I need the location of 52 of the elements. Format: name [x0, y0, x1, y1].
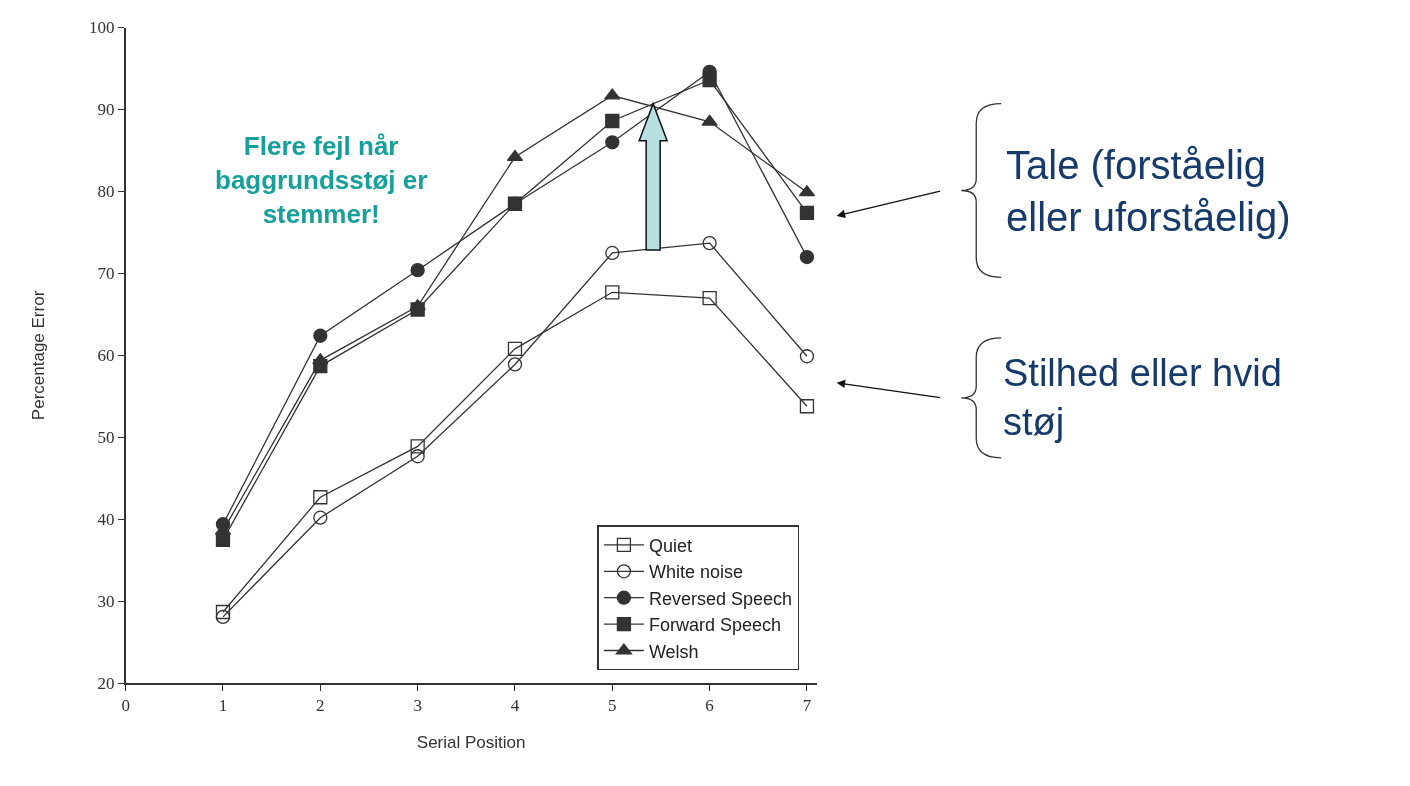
point: [410, 449, 425, 464]
x-axis-title: Serial Position: [416, 733, 526, 753]
point: [702, 72, 717, 88]
point: [313, 490, 328, 505]
x-tick-label: 3: [413, 696, 422, 716]
text: Stilhed eller hvid støj: [1003, 352, 1282, 444]
point: [410, 439, 425, 454]
point: [507, 357, 523, 372]
legend-label: Quiet: [648, 535, 692, 556]
y-tick-label: 70: [97, 264, 115, 284]
y-tick-label: 90: [97, 100, 115, 120]
x-tick-label: 7: [802, 696, 812, 716]
point: [605, 113, 620, 129]
legend-label: White noise: [648, 562, 743, 583]
point: [215, 604, 231, 620]
point: [605, 245, 620, 261]
x-tick-label: 5: [608, 696, 617, 716]
x-tick-label: 4: [510, 696, 520, 716]
point: [701, 114, 718, 126]
y-tick-label: 40: [97, 510, 115, 530]
point: [410, 263, 425, 278]
point: [604, 88, 621, 100]
y-tick-label: 20: [97, 674, 115, 694]
x-tick-label: 0: [121, 696, 130, 716]
x-tick-label: 2: [316, 696, 325, 716]
annotation: Flere fejl når baggrundsstøj er stemmer!: [215, 131, 428, 229]
y-axis-title: Percentage Error: [29, 290, 49, 421]
legend-label: Forward Speech: [648, 615, 781, 636]
y-tick-label: 30: [97, 592, 115, 612]
point: [799, 249, 815, 265]
point: [409, 299, 426, 311]
legend-label: Welsh: [648, 641, 699, 662]
point: [312, 353, 329, 365]
y-tick-label: 80: [97, 182, 115, 202]
point: [507, 341, 523, 357]
point: [799, 399, 815, 414]
x-tick-label: 6: [705, 696, 714, 716]
x-tick-label: 1: [218, 696, 228, 716]
point: [605, 285, 620, 300]
y-tick-label: 100: [89, 18, 115, 38]
y-tick-label: 50: [97, 428, 115, 448]
point: [799, 349, 815, 364]
text: Tale (forståelig eller uforståelig): [1006, 143, 1291, 239]
legend-label: Reversed Speech: [648, 588, 793, 609]
point: [507, 196, 523, 211]
point: [799, 205, 815, 220]
point: [605, 135, 620, 150]
point: [702, 235, 717, 251]
point: [313, 510, 328, 525]
point: [313, 328, 328, 343]
y-tick-label: 60: [97, 346, 115, 366]
point: [702, 290, 717, 306]
